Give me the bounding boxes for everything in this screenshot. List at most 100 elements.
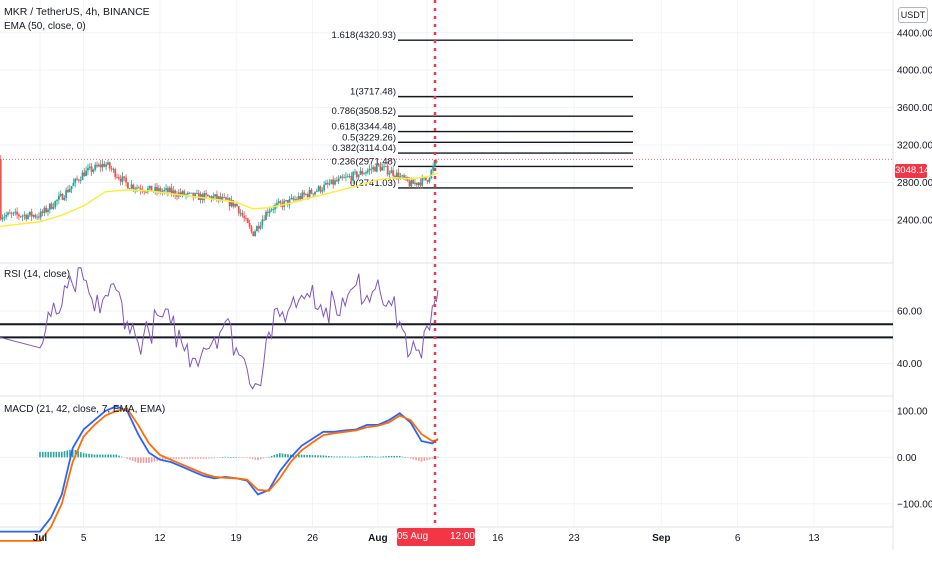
currency-unit-badge[interactable]: USDT bbox=[898, 7, 928, 23]
macd-histogram-bar bbox=[93, 454, 96, 458]
candle-body bbox=[77, 179, 80, 181]
candle-body bbox=[339, 176, 342, 179]
macd-histogram-bar bbox=[172, 457, 175, 459]
candle-body bbox=[384, 165, 387, 167]
macd-histogram-bar bbox=[431, 457, 434, 459]
macd-histogram-bar bbox=[368, 456, 371, 458]
candle-body bbox=[54, 200, 57, 208]
candle-body bbox=[270, 209, 273, 211]
candle-body bbox=[290, 197, 293, 199]
candle-body bbox=[394, 175, 396, 178]
macd-histogram-bar bbox=[289, 454, 292, 458]
fibonacci-retracement[interactable]: 1.618(4320.93) 1(3717.48) 0.786(3508.52) 0.… bbox=[332, 30, 633, 189]
macd-histogram-bar bbox=[145, 457, 148, 463]
candle-body bbox=[47, 209, 49, 213]
macd-histogram-bar bbox=[300, 454, 303, 458]
candle-body bbox=[430, 170, 433, 179]
macd-histogram-bar bbox=[134, 457, 137, 462]
candle-body bbox=[295, 198, 298, 200]
candle-body bbox=[319, 186, 322, 192]
candle-body bbox=[412, 179, 415, 184]
candle-body bbox=[372, 167, 375, 170]
candle-body bbox=[212, 196, 215, 200]
candle-body bbox=[134, 188, 137, 190]
candle-body bbox=[87, 168, 89, 171]
candle-body bbox=[217, 196, 220, 200]
candle-body bbox=[12, 212, 15, 214]
macd-histogram-bar bbox=[47, 451, 49, 458]
macd-histogram-bar bbox=[398, 455, 401, 458]
macd-histogram-bar bbox=[344, 456, 346, 458]
macd-histogram-bar bbox=[180, 457, 183, 459]
candle-body bbox=[330, 179, 333, 184]
macd-signal-line bbox=[0, 407, 439, 542]
macd-histogram-bar bbox=[426, 457, 428, 461]
macd-histogram-bar bbox=[52, 451, 55, 458]
macd-histogram-bar bbox=[328, 455, 330, 458]
candle-body bbox=[292, 197, 295, 200]
candle-body bbox=[346, 176, 349, 178]
macd-histogram-bar bbox=[227, 456, 229, 458]
macd-histogram-bar bbox=[191, 457, 194, 459]
candle-body bbox=[96, 164, 98, 167]
candle-body bbox=[397, 172, 400, 179]
fib-level-label: 0(2741.03) bbox=[350, 178, 396, 189]
candle-body bbox=[257, 226, 260, 229]
x-tick-label: Jul bbox=[33, 533, 48, 544]
macd-histogram-bar bbox=[303, 454, 306, 458]
macd-histogram-bar bbox=[183, 457, 186, 459]
candle-body bbox=[168, 187, 171, 193]
candle-body bbox=[272, 209, 275, 211]
candle-body bbox=[363, 173, 365, 175]
macd-histogram-bar bbox=[137, 457, 139, 463]
candle-body bbox=[250, 226, 253, 232]
candle-body bbox=[234, 204, 237, 207]
candle-body bbox=[70, 186, 73, 189]
candle-body bbox=[350, 176, 353, 181]
macd-histogram-bar bbox=[417, 457, 420, 461]
macd-histogram-bar bbox=[265, 457, 267, 458]
cursor-time: 12:00 bbox=[449, 531, 475, 542]
macd-histogram-bar bbox=[333, 456, 336, 458]
macd-histogram-bar bbox=[273, 454, 276, 458]
macd-histogram-bar bbox=[279, 453, 281, 458]
y-tick-label: 4400.00 bbox=[897, 28, 932, 39]
macd-histogram-bar bbox=[360, 456, 363, 458]
candle-body bbox=[390, 170, 393, 174]
candle-body bbox=[143, 191, 146, 192]
candle-body bbox=[36, 216, 38, 218]
candle-body bbox=[72, 182, 75, 187]
candle-body bbox=[426, 180, 429, 182]
candle-body bbox=[181, 191, 184, 195]
candle-body bbox=[123, 176, 126, 178]
macd-histogram-bar bbox=[352, 456, 355, 458]
macd-histogram-bar bbox=[259, 457, 262, 460]
macd-histogram-bar bbox=[319, 455, 322, 458]
macd-histogram-bar bbox=[254, 457, 257, 460]
candle-body bbox=[314, 191, 316, 195]
candle-body bbox=[41, 211, 44, 213]
ema-title: EMA (50, close, 0) bbox=[4, 21, 86, 32]
macd-histogram-bar bbox=[120, 456, 123, 458]
chart-canvas[interactable]: 1.618(4320.93) 1(3717.48) 0.786(3508.52) 0.… bbox=[0, 0, 932, 550]
macd-histogram-bar bbox=[107, 454, 109, 458]
y-tick-label: 60.00 bbox=[897, 307, 922, 318]
candle-body bbox=[352, 171, 355, 181]
pane-separators bbox=[0, 0, 894, 550]
macd-histogram-bar bbox=[229, 457, 232, 458]
macd-histogram-bar bbox=[41, 451, 44, 458]
candle-body bbox=[245, 218, 247, 219]
macd-histogram-bar bbox=[96, 454, 99, 458]
candle-body bbox=[50, 203, 53, 209]
candle-body bbox=[48, 203, 51, 210]
macd-histogram-bar bbox=[355, 456, 357, 458]
candle-body bbox=[337, 178, 340, 182]
candle-body bbox=[116, 177, 118, 178]
candle-body bbox=[174, 190, 177, 196]
macd-histogram-bar bbox=[194, 457, 197, 459]
candle-body bbox=[386, 165, 389, 175]
macd-histogram-bar bbox=[262, 457, 265, 459]
candle-body bbox=[165, 188, 167, 190]
candle-body bbox=[263, 219, 266, 221]
candle-body bbox=[39, 211, 42, 218]
